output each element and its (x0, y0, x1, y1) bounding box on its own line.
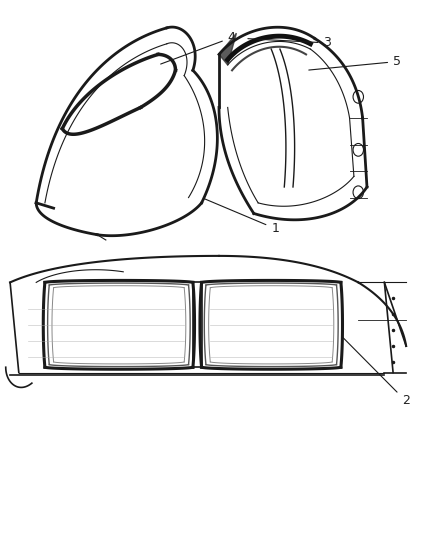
Text: 2: 2 (343, 337, 410, 407)
Polygon shape (219, 33, 237, 65)
Text: 5: 5 (309, 55, 401, 70)
Text: 4: 4 (161, 31, 236, 64)
Text: 3: 3 (248, 36, 331, 50)
Text: 1: 1 (204, 199, 279, 235)
